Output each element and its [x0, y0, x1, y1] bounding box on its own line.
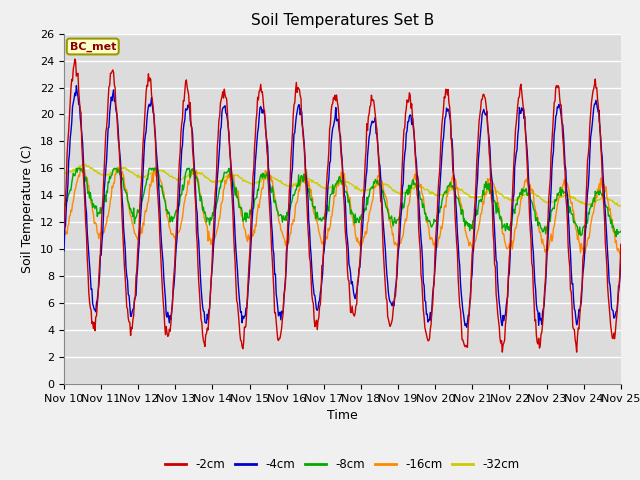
Legend: -2cm, -4cm, -8cm, -16cm, -32cm: -2cm, -4cm, -8cm, -16cm, -32cm: [160, 454, 525, 476]
X-axis label: Time: Time: [327, 409, 358, 422]
Title: Soil Temperatures Set B: Soil Temperatures Set B: [251, 13, 434, 28]
Text: BC_met: BC_met: [70, 41, 116, 52]
Y-axis label: Soil Temperature (C): Soil Temperature (C): [22, 144, 35, 273]
